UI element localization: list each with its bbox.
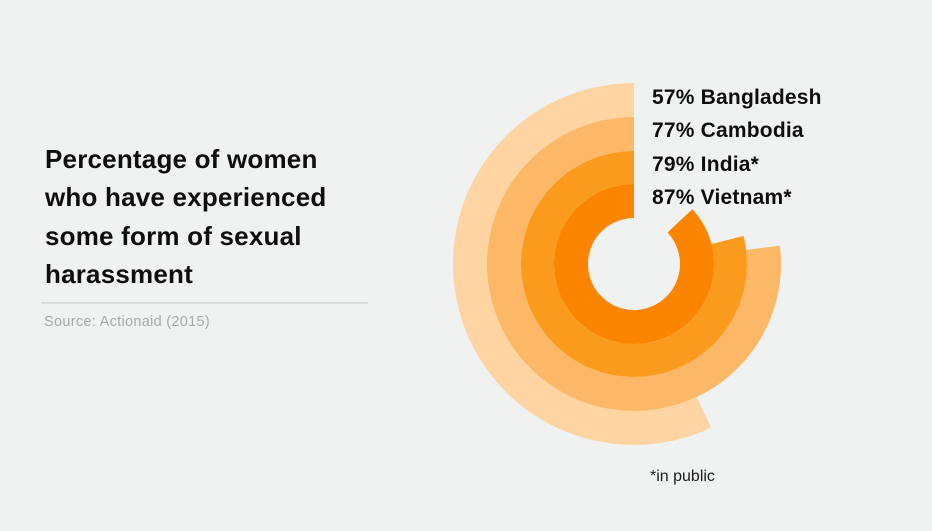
legend-item-bangladesh: 57% Bangladesh bbox=[652, 86, 822, 109]
divider-line bbox=[41, 302, 368, 304]
ring-vietnam bbox=[553, 184, 714, 345]
ring-bangladesh bbox=[452, 83, 712, 445]
title-line-1: Percentage of women bbox=[45, 144, 318, 174]
legend-item-cambodia: 77% Cambodia bbox=[652, 119, 804, 143]
chart-legend: 57% Bangladesh 77% Cambodia 79% India* 8… bbox=[652, 81, 822, 215]
title-line-3: some form of sexual bbox=[45, 220, 302, 251]
legend-item-vietnam: 87% Vietnam* bbox=[652, 186, 792, 210]
title-line-4: harassment bbox=[45, 259, 193, 290]
title-line-2: who have experienced bbox=[45, 182, 327, 213]
footnote: *in public bbox=[650, 468, 715, 485]
legend-item-india: 79% India* bbox=[652, 152, 760, 176]
source-caption: Source: Actionaid (2015) bbox=[44, 314, 210, 330]
page-title: Percentage of women who have experienced… bbox=[45, 140, 390, 294]
radial-chart bbox=[452, 83, 781, 445]
